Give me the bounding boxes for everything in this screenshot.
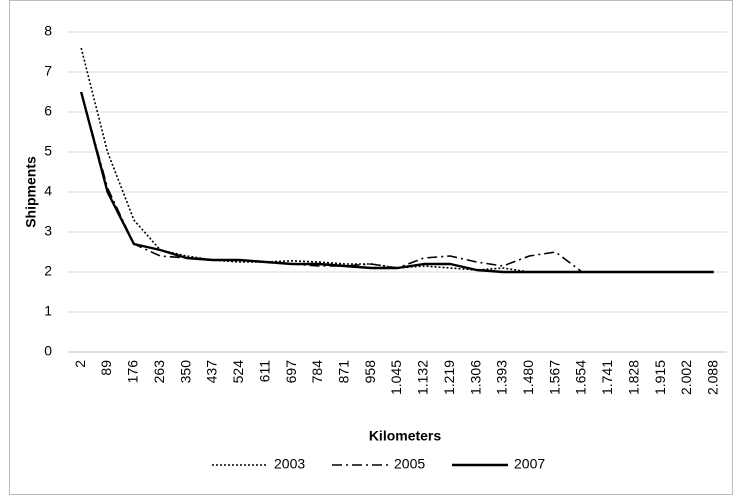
x-tick-label: 784	[309, 360, 325, 384]
x-tick-label: 524	[230, 360, 246, 384]
x-tick-label: 1.741	[599, 360, 615, 395]
y-tick-label: 1	[44, 303, 52, 319]
x-tick-label: 2.002	[678, 360, 694, 395]
y-tick-label: 8	[44, 23, 52, 39]
y-tick-label: 2	[44, 263, 52, 279]
legend-label: 2003	[274, 456, 305, 472]
x-tick-label: 1.393	[494, 360, 510, 395]
legend-label: 2007	[514, 456, 545, 472]
x-tick-label: 871	[335, 360, 351, 384]
x-tick-label: 2	[72, 360, 88, 368]
x-tick-label: 1.219	[441, 360, 457, 395]
x-tick-label: 1.828	[625, 360, 641, 395]
x-tick-label: 1.654	[573, 360, 589, 395]
x-tick-label: 958	[362, 360, 378, 384]
x-tick-label: 263	[151, 360, 167, 384]
series-line	[80, 91, 714, 274]
x-tick-label: 2.088	[705, 360, 721, 395]
y-axis-title: Shipments	[23, 156, 39, 228]
y-tick-label: 6	[44, 103, 52, 119]
y-tick-label: 7	[44, 63, 52, 79]
x-tick-label: 1.045	[388, 360, 404, 395]
y-tick-label: 4	[44, 183, 52, 199]
x-tick-label: 1.306	[467, 360, 483, 395]
x-tick-label: 1.915	[652, 360, 668, 395]
x-tick-label: 1.567	[546, 360, 562, 395]
x-tick-label: 697	[283, 360, 299, 384]
y-tick-label: 0	[44, 343, 52, 359]
x-tick-label: 1.480	[520, 360, 536, 395]
x-axis-title: Kilometers	[369, 428, 442, 444]
x-tick-label: 176	[125, 360, 141, 384]
x-tick-label: 611	[256, 360, 272, 383]
y-tick-label: 3	[44, 223, 52, 239]
legend-label: 2005	[394, 456, 425, 472]
x-tick-label: 1.132	[415, 360, 431, 395]
x-tick-label: 89	[98, 360, 114, 376]
y-tick-label: 5	[44, 143, 52, 159]
x-tick-label: 437	[204, 360, 220, 384]
chart-frame	[9, 0, 733, 495]
x-tick-label: 350	[177, 360, 193, 384]
